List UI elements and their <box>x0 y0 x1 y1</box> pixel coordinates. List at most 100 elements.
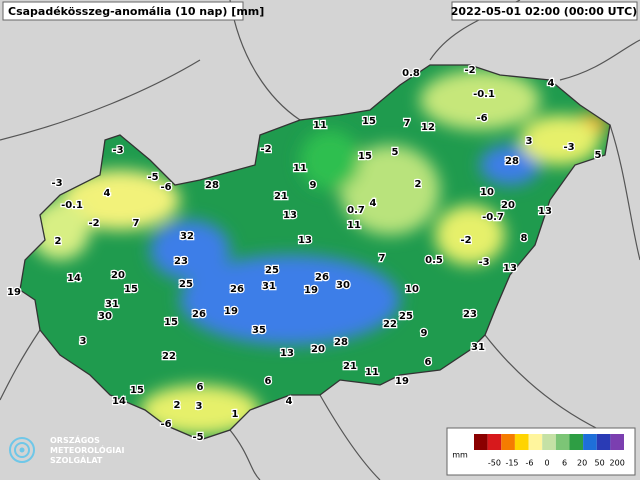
station-value: 19 <box>395 376 409 387</box>
station-value: 8 <box>521 233 528 244</box>
station-value: 11 <box>313 120 327 131</box>
station-value: 10 <box>480 187 494 198</box>
legend-swatch <box>569 434 584 450</box>
station-value: -6 <box>476 113 487 124</box>
logo-line: METEOROLÓGIAI <box>50 444 124 455</box>
station-value: 0.5 <box>425 255 443 266</box>
station-value: 21 <box>343 361 357 372</box>
station-value: 13 <box>280 348 294 359</box>
station-value: 10 <box>405 284 419 295</box>
station-value: 13 <box>503 263 517 274</box>
station-value: 19 <box>304 285 318 296</box>
station-value: 11 <box>347 220 361 231</box>
logo: ORSZÁGOS METEOROLÓGIAI SZOLGÁLAT <box>9 434 124 465</box>
legend-swatch <box>583 434 597 450</box>
station-value: 5 <box>595 150 602 161</box>
station-value: 19 <box>7 287 21 298</box>
station-value: 28 <box>334 337 348 348</box>
station-value: -3 <box>112 145 123 156</box>
station-value: 15 <box>358 151 372 162</box>
legend-label: 200 <box>610 459 625 468</box>
station-value: 25 <box>265 265 279 276</box>
station-value: 28 <box>205 180 219 191</box>
station-value: -2 <box>88 218 99 229</box>
station-value: 26 <box>192 309 206 320</box>
station-value: 12 <box>421 122 435 133</box>
station-value: 26 <box>230 284 244 295</box>
station-value: 13 <box>283 210 297 221</box>
station-value: 30 <box>98 311 112 322</box>
logo-line: SZOLGÁLAT <box>50 454 103 465</box>
station-value: 3 <box>80 336 87 347</box>
station-value: 9 <box>310 180 317 191</box>
legend-swatch <box>487 434 502 450</box>
station-value: -2 <box>464 65 475 76</box>
station-value: -6 <box>160 419 171 430</box>
station-value: 15 <box>130 385 144 396</box>
legend-swatch <box>528 434 543 450</box>
station-value: 30 <box>336 280 350 291</box>
legend-swatch <box>555 434 570 450</box>
station-value: 20 <box>311 344 325 355</box>
station-value: 32 <box>180 231 194 242</box>
station-value: 21 <box>274 191 288 202</box>
legend-swatch <box>474 434 488 450</box>
station-value: 28 <box>505 156 519 167</box>
legend-swatch <box>610 434 624 450</box>
station-value: 3 <box>196 401 203 412</box>
station-value: 5 <box>392 147 399 158</box>
legend-swatch <box>596 434 611 450</box>
station-value: 25 <box>179 279 193 290</box>
station-value: 14 <box>67 273 81 284</box>
legend-label: 6 <box>562 459 567 468</box>
legend-swatch <box>514 434 529 450</box>
station-value: 31 <box>262 281 276 292</box>
station-value: 22 <box>383 319 397 330</box>
station-value: 2 <box>55 236 62 247</box>
logo-line: ORSZÁGOS <box>50 434 100 445</box>
station-value: 4 <box>548 78 555 89</box>
station-value: -3 <box>51 178 62 189</box>
title: Csapadékösszeg-anomália (10 nap) [mm] <box>8 5 264 18</box>
station-value: 7 <box>379 253 386 264</box>
station-value: -5 <box>147 172 158 183</box>
legend-label: -6 <box>526 459 534 468</box>
station-value: 6 <box>265 376 272 387</box>
station-value: 9 <box>421 328 428 339</box>
station-value: 6 <box>425 357 432 368</box>
station-value: 35 <box>252 325 266 336</box>
station-value: 31 <box>105 299 119 310</box>
station-value: 0.7 <box>347 205 365 216</box>
station-value: -2 <box>460 235 471 246</box>
station-value: 11 <box>365 367 379 378</box>
station-value: -3 <box>478 257 489 268</box>
station-value: 19 <box>224 306 238 317</box>
station-value: 3 <box>526 136 533 147</box>
station-value: 31 <box>471 342 485 353</box>
station-value: -5 <box>192 432 203 443</box>
station-value: 4 <box>370 198 377 209</box>
legend-swatch <box>542 434 556 450</box>
legend-label: -15 <box>505 459 518 468</box>
legend-swatch <box>501 434 515 450</box>
station-value: 11 <box>293 163 307 174</box>
station-value: 22 <box>162 351 176 362</box>
station-value: 26 <box>315 272 329 283</box>
station-value: 25 <box>399 311 413 322</box>
station-value: 4 <box>286 396 293 407</box>
legend-label: -50 <box>488 459 501 468</box>
station-value: 23 <box>463 309 477 320</box>
station-value: 2 <box>174 400 181 411</box>
station-value: 15 <box>362 116 376 127</box>
station-value: 20 <box>501 200 515 211</box>
station-value: -6 <box>160 182 171 193</box>
station-value: 7 <box>404 118 411 129</box>
timestamp: 2022-05-01 02:00 (00:00 UTC) <box>451 5 637 18</box>
station-value: 15 <box>164 317 178 328</box>
station-value: 4 <box>104 188 111 199</box>
legend-unit: mm <box>452 451 468 460</box>
station-value: -0.7 <box>482 212 504 223</box>
title-box <box>2 1 244 21</box>
